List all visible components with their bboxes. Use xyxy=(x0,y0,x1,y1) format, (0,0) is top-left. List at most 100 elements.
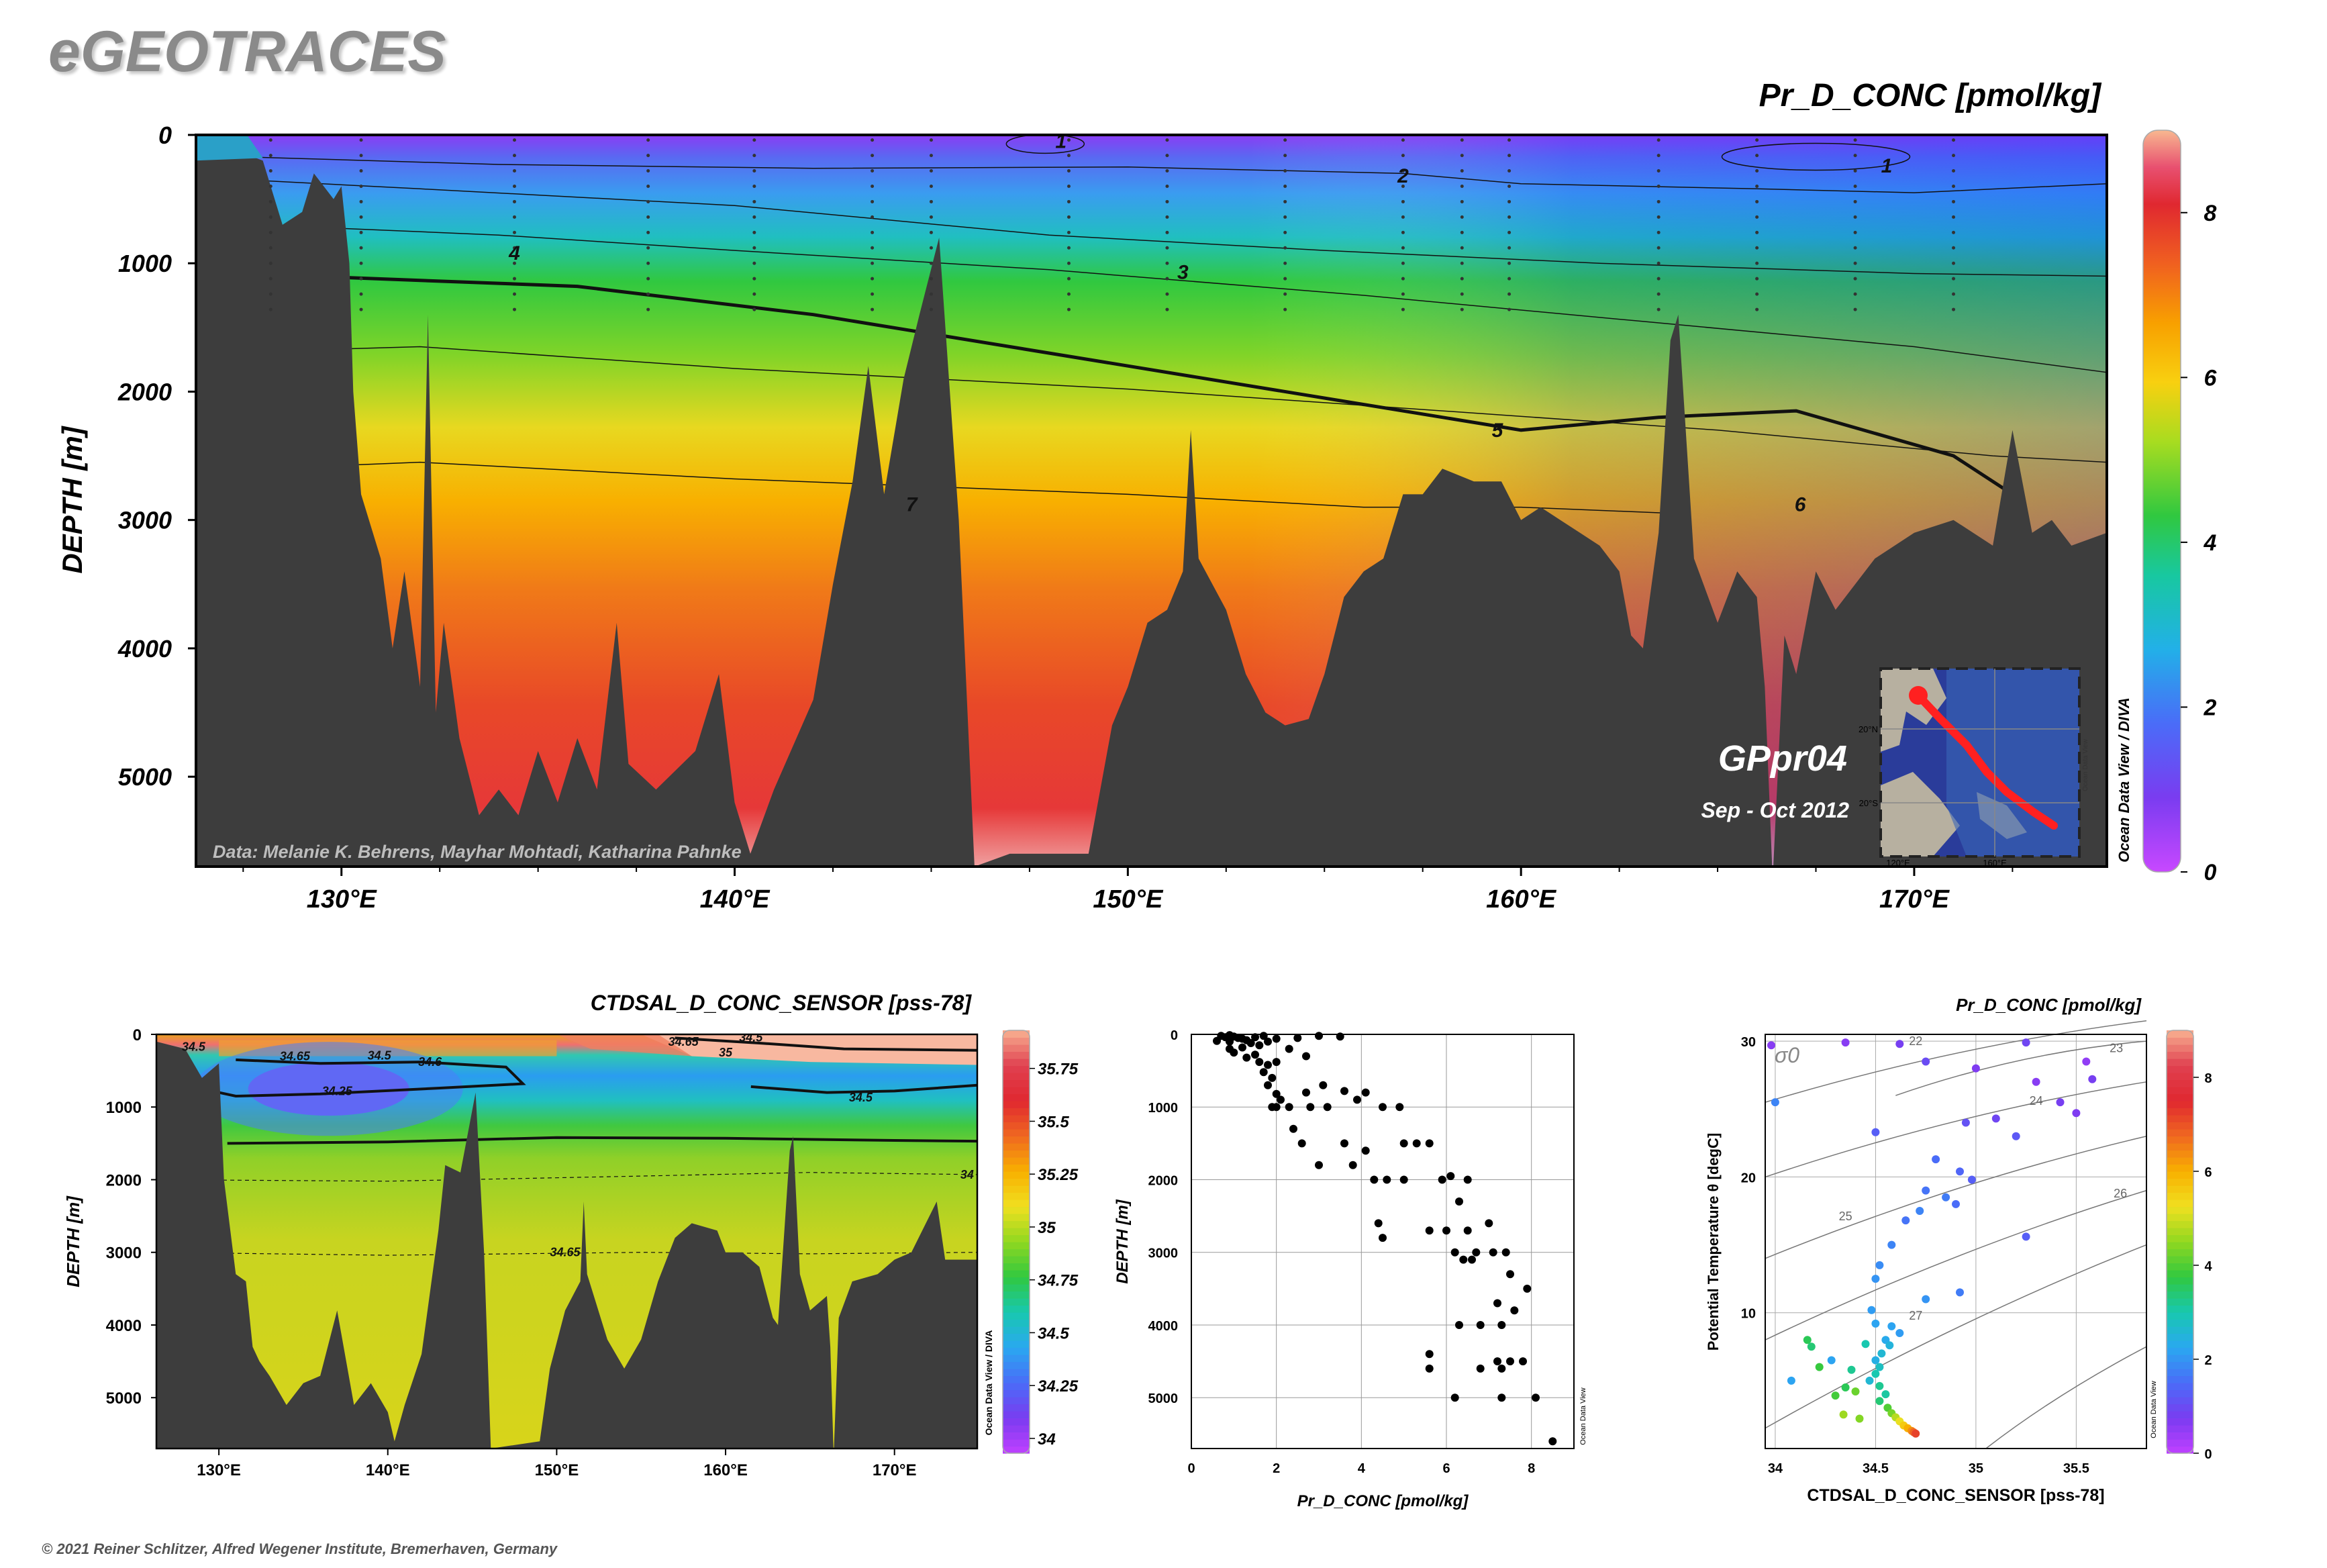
prof-y-tick-label: 2000 xyxy=(1148,1173,1179,1188)
ts-point xyxy=(1875,1261,1884,1269)
inset-cruise-track xyxy=(1914,691,2058,830)
main-station-dot xyxy=(1507,230,1512,234)
ts-colorbar-cell xyxy=(2167,1115,2193,1123)
ts-point xyxy=(1922,1057,1930,1066)
ts-isopycnal xyxy=(1765,1244,2147,1429)
ts-colorbar-cell xyxy=(2167,1206,2193,1214)
ts-colorbar-cell xyxy=(2167,1242,2193,1250)
ts-isopycnal-label: 24 xyxy=(2030,1094,2043,1108)
sal-colorbar-cell xyxy=(1003,1101,1030,1109)
ts-colorbar-cell xyxy=(2167,1432,2193,1440)
sal-colorbar-cell xyxy=(1003,1108,1030,1116)
sal-contour-label: 34.5 xyxy=(849,1091,873,1104)
main-station-dot xyxy=(1401,215,1405,219)
sal-colorbar-cell xyxy=(1003,1333,1030,1341)
main-station-dot xyxy=(359,169,363,173)
ts-colorbar-cell xyxy=(2167,1228,2193,1236)
main-contour-label: 6 xyxy=(1795,494,1806,516)
inset-start-marker xyxy=(1909,686,1928,705)
ts-point xyxy=(1839,1410,1848,1419)
prof-side-label: Ocean Data View xyxy=(1579,1387,1587,1444)
ts-title: Pr_D_CONC [pmol/kg] xyxy=(1956,995,2142,1015)
main-station-dot xyxy=(1401,138,1405,142)
ts-y-axis-label: Potential Temperature θ [degC] xyxy=(1705,1133,1722,1351)
ts-colorbar-cell xyxy=(2167,1375,2193,1383)
sal-title: CTDSAL_D_CONC_SENSOR [pss-78] xyxy=(591,991,973,1015)
main-station-dot xyxy=(646,199,650,203)
sal-colorbar-cell xyxy=(1003,1242,1030,1250)
sal-y-tick-label: 0 xyxy=(133,1026,142,1044)
main-station-dot xyxy=(1067,307,1071,311)
prof-point xyxy=(1476,1321,1485,1329)
sal-colorbar-cell xyxy=(1003,1164,1030,1172)
prof-x-axis-label: Pr_D_CONC [pmol/kg] xyxy=(1297,1492,1469,1510)
sal-high-lens xyxy=(556,1034,692,1057)
prof-point xyxy=(1450,1248,1459,1257)
ts-colorbar-cell xyxy=(2167,1425,2193,1433)
sal-colorbar-cell xyxy=(1003,1263,1030,1271)
prof-point xyxy=(1438,1175,1446,1184)
prof-point xyxy=(1251,1033,1259,1042)
main-station-dot xyxy=(1401,154,1405,158)
main-station-dot xyxy=(1853,184,1857,188)
prof-point xyxy=(1493,1299,1501,1308)
main-x-tick-label: 130°E xyxy=(307,885,378,914)
prof-y-tick-label: 3000 xyxy=(1148,1246,1179,1261)
main-station-dot xyxy=(1460,230,1464,234)
main-station-dot xyxy=(871,199,875,203)
ts-point xyxy=(2082,1057,2091,1066)
ts-isopycnal xyxy=(1765,1081,2147,1178)
main-station-dot xyxy=(1952,307,1956,311)
ts-point xyxy=(1895,1329,1904,1337)
main-station-dot xyxy=(1165,169,1169,173)
main-station-dot xyxy=(871,261,875,265)
prof-point xyxy=(1272,1058,1281,1067)
ts-colorbar-cell xyxy=(2167,1136,2193,1144)
sal-contour-label: 34.5 xyxy=(739,1030,763,1044)
main-station-dot xyxy=(1656,169,1661,173)
main-y-tick-label: 2000 xyxy=(117,378,172,405)
main-station-dot xyxy=(929,307,933,311)
ts-point xyxy=(1895,1040,1904,1048)
main-cruise-label: GPpr04 xyxy=(1718,738,1847,779)
main-bathymetry xyxy=(196,148,2107,867)
sal-colorbar-cell xyxy=(1003,1389,1030,1398)
ts-colorbar-cell xyxy=(2167,1192,2193,1200)
prof-point xyxy=(1238,1043,1246,1052)
main-contour-label: 2 xyxy=(1397,165,1409,187)
sal-colorbar-cell xyxy=(1003,1143,1030,1151)
ts-colorbar-cell xyxy=(2167,1164,2193,1172)
main-station-dot xyxy=(268,307,273,311)
ts-colorbar-cell xyxy=(2167,1059,2193,1067)
main-station-dot xyxy=(646,215,650,219)
main-station-dot xyxy=(1656,246,1661,250)
main-station-dot xyxy=(752,169,756,173)
main-station-dot xyxy=(1507,199,1512,203)
main-contour-label: 5 xyxy=(1492,420,1504,442)
sal-colorbar-label: 35 xyxy=(1038,1219,1056,1237)
main-station-dot xyxy=(1165,154,1169,158)
main-station-dot xyxy=(1460,292,1464,296)
sal-colorbar-group xyxy=(1003,1030,1030,1454)
ts-point xyxy=(1912,1429,1920,1438)
sal-x-tick-label: 140°E xyxy=(366,1461,410,1479)
main-station-dot xyxy=(1165,261,1169,265)
sal-colorbar-cell xyxy=(1003,1355,1030,1363)
ts-colorbar-cell xyxy=(2167,1037,2193,1045)
prof-point xyxy=(1319,1081,1328,1089)
sal-colorbar-cell xyxy=(1003,1157,1030,1165)
main-station-dot xyxy=(646,292,650,296)
prof-point xyxy=(1497,1321,1506,1329)
inset-map-land xyxy=(1881,669,1946,752)
inset-lon-label: 160°E xyxy=(1983,858,2007,868)
ts-point xyxy=(1956,1288,1964,1297)
main-station-dot xyxy=(1401,230,1405,234)
main-station-dot xyxy=(359,230,363,234)
prof-point xyxy=(1370,1175,1379,1184)
ts-colorbar-cell xyxy=(2167,1129,2193,1137)
prof-point xyxy=(1315,1161,1323,1169)
prof-point xyxy=(1510,1306,1519,1315)
main-station-dot xyxy=(513,138,516,142)
main-station-dot xyxy=(1755,154,1759,158)
prof-point xyxy=(1255,1041,1264,1050)
